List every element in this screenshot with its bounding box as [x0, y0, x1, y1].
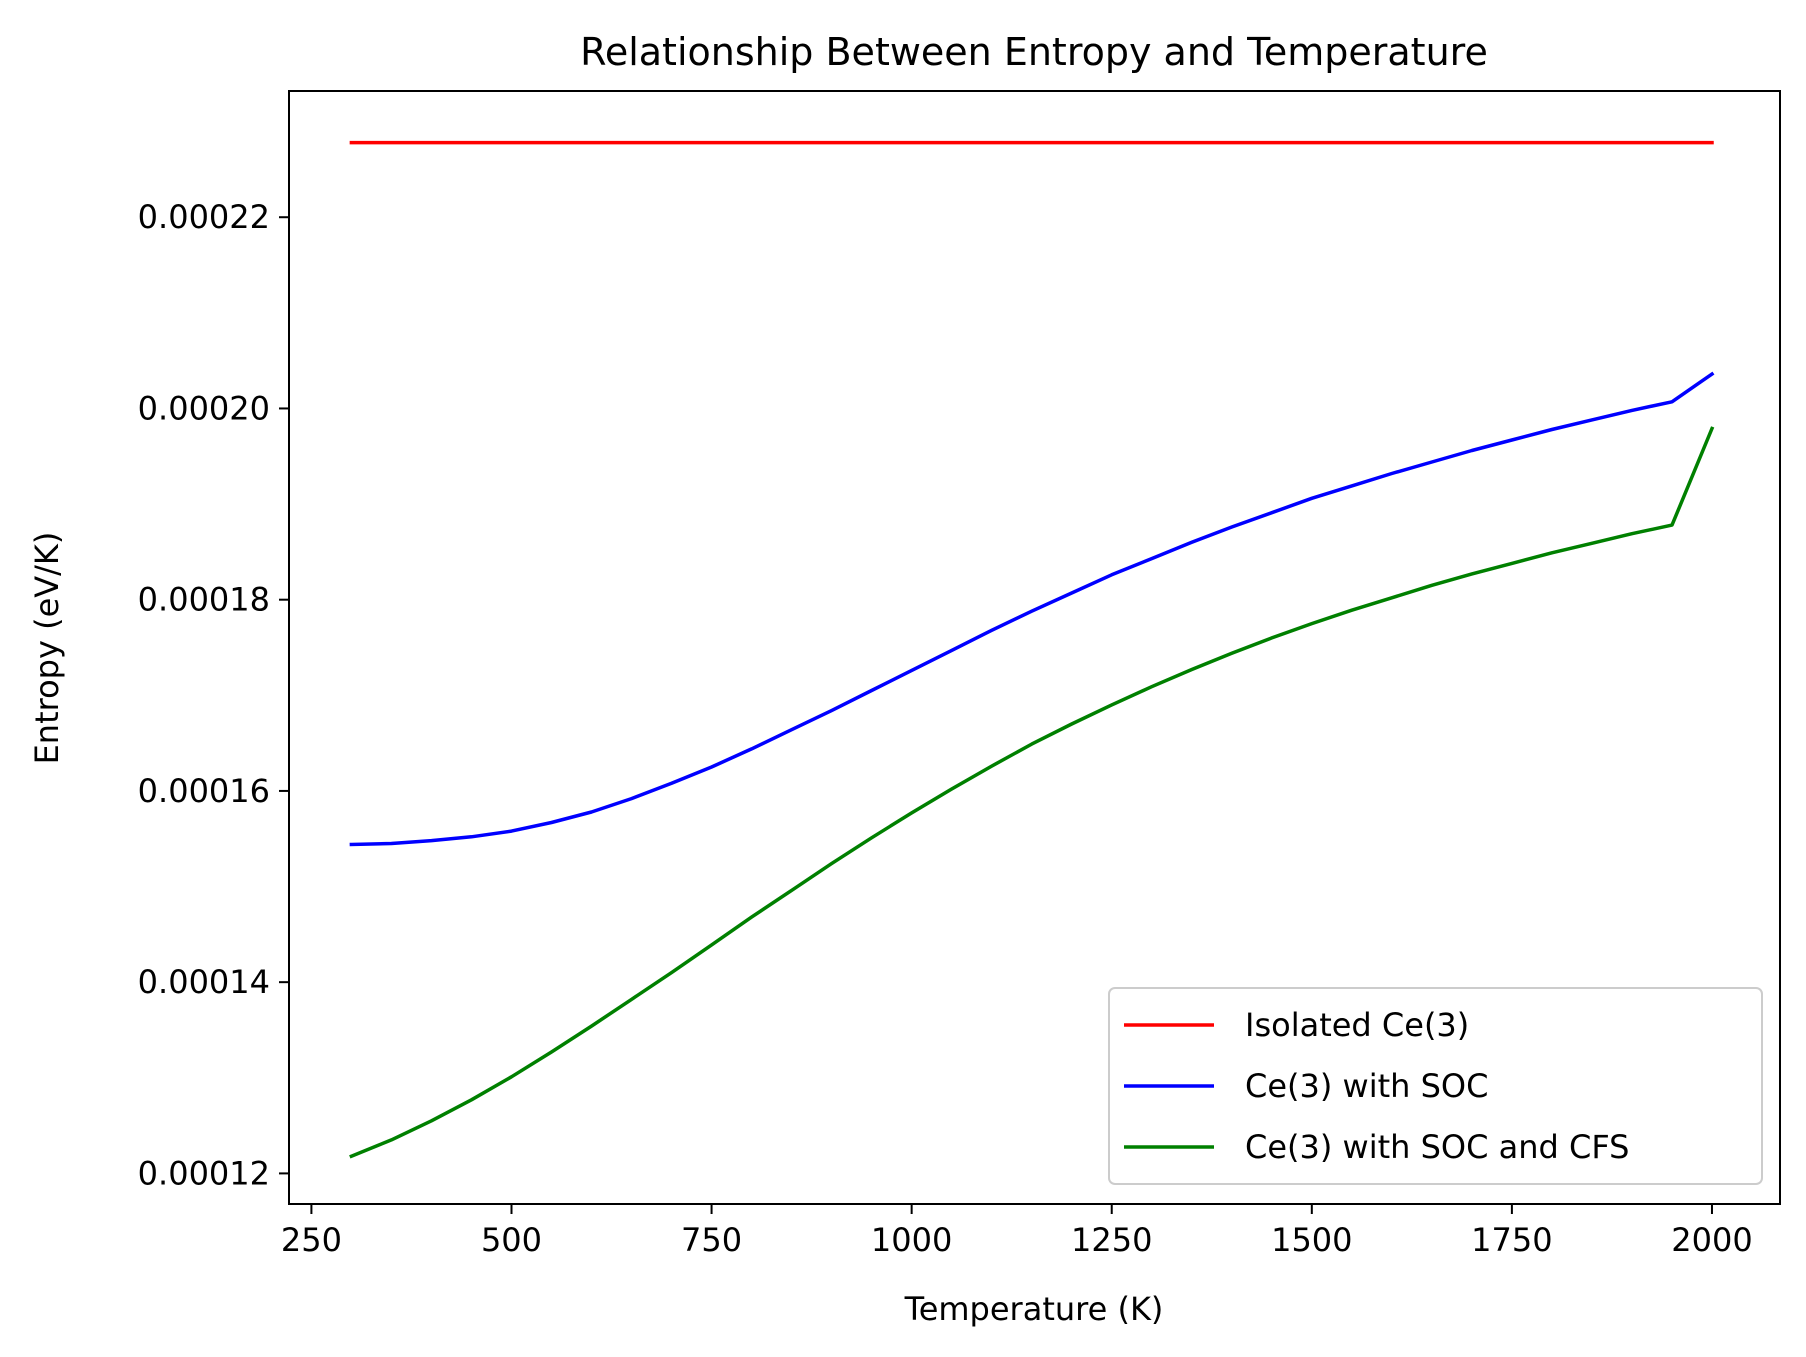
y-tick-label: 0.00020 — [138, 389, 270, 427]
y-axis-label: Entropy (eV/K) — [28, 532, 66, 765]
x-tick-label: 750 — [681, 1221, 742, 1259]
y-tick-label: 0.00014 — [138, 963, 270, 1001]
y-tick-label: 0.00018 — [138, 581, 270, 619]
y-tick-label: 0.00016 — [138, 772, 270, 810]
legend-box — [1108, 987, 1763, 1185]
x-tick-label: 1500 — [1271, 1221, 1352, 1259]
legend-label-soc-cfs: Ce(3) with SOC and CFS — [1245, 1128, 1629, 1166]
series-layer — [349, 140, 1715, 1159]
x-tick-label: 1250 — [1071, 1221, 1152, 1259]
x-tick-label: 1750 — [1471, 1221, 1552, 1259]
x-axis-ticks: 250 500 750 1000 1250 1500 1750 2000 — [281, 1204, 1753, 1259]
series-line-soc-cfs — [349, 426, 1715, 1159]
x-tick-label: 500 — [481, 1221, 542, 1259]
series-line-soc — [349, 371, 1715, 847]
legend: Isolated Ce(3) Ce(3) with SOC Ce(3) with S… — [1108, 987, 1763, 1185]
legend-entries: Isolated Ce(3) Ce(3) with SOC Ce(3) with S… — [1124, 1006, 1629, 1166]
x-tick-label: 2000 — [1671, 1221, 1752, 1259]
x-tick-label: 250 — [281, 1221, 342, 1259]
y-axis-ticks: 0.00012 0.00014 0.00016 0.00018 0.00020 0.000… — [138, 198, 289, 1192]
legend-label-isolated: Isolated Ce(3) — [1245, 1006, 1469, 1044]
chart-title: Relationship Between Entropy and Tempera… — [580, 30, 1488, 74]
x-axis-label: Temperature (K) — [904, 1290, 1164, 1328]
x-tick-label: 1000 — [871, 1221, 952, 1259]
legend-label-soc: Ce(3) with SOC — [1245, 1067, 1488, 1105]
y-tick-label: 0.00022 — [138, 198, 270, 236]
y-tick-label: 0.00012 — [138, 1154, 270, 1192]
plot-frame — [288, 90, 1781, 1205]
